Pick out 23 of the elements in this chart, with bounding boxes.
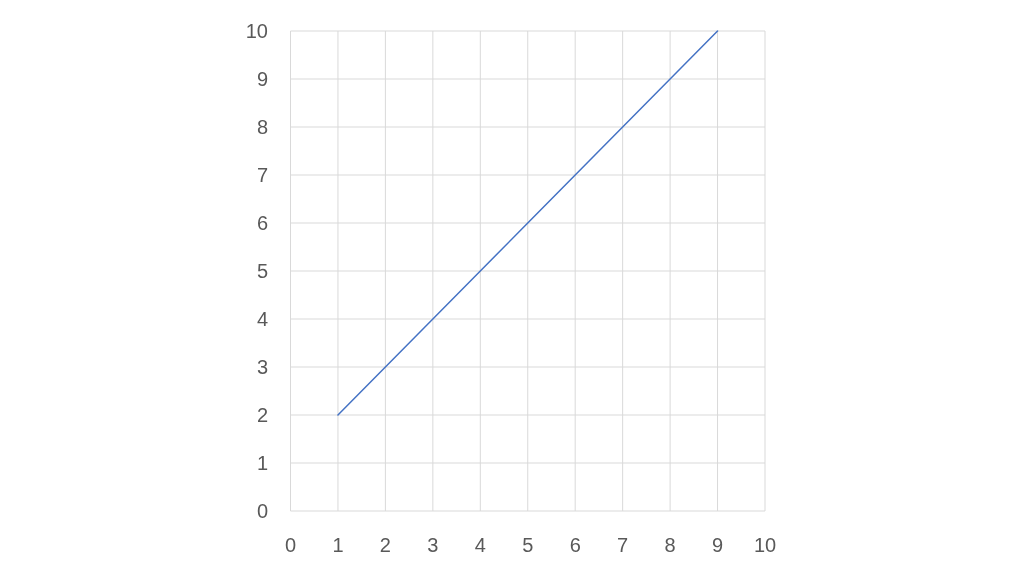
x-tick-label: 5 — [522, 534, 534, 556]
y-tick-label: 5 — [256, 260, 268, 282]
x-tick-label: 7 — [617, 534, 629, 556]
y-tick-label: 10 — [245, 20, 268, 42]
x-tick-label: 4 — [474, 534, 486, 556]
x-tick-label: 3 — [427, 534, 439, 556]
y-tick-label: 7 — [256, 164, 268, 186]
y-tick-label: 9 — [256, 68, 268, 90]
y-tick-label: 3 — [256, 356, 268, 378]
x-tick-label: 0 — [284, 534, 297, 556]
x-tick-label: 8 — [664, 534, 676, 556]
y-tick-label: 0 — [256, 500, 268, 522]
x-tick-label: 6 — [569, 534, 581, 556]
y-tick-label: 2 — [256, 404, 268, 426]
x-tick-label: 9 — [711, 534, 724, 556]
y-tick-label: 8 — [256, 116, 268, 138]
y-tick-label: 4 — [256, 308, 268, 330]
x-tick-label: 1 — [332, 534, 344, 556]
y-tick-label: 6 — [256, 212, 268, 234]
x-tick-label: 2 — [379, 534, 391, 556]
y-tick-label: 1 — [256, 452, 268, 474]
x-tick-label: 10 — [753, 534, 777, 556]
line-series — [337, 30, 719, 416]
